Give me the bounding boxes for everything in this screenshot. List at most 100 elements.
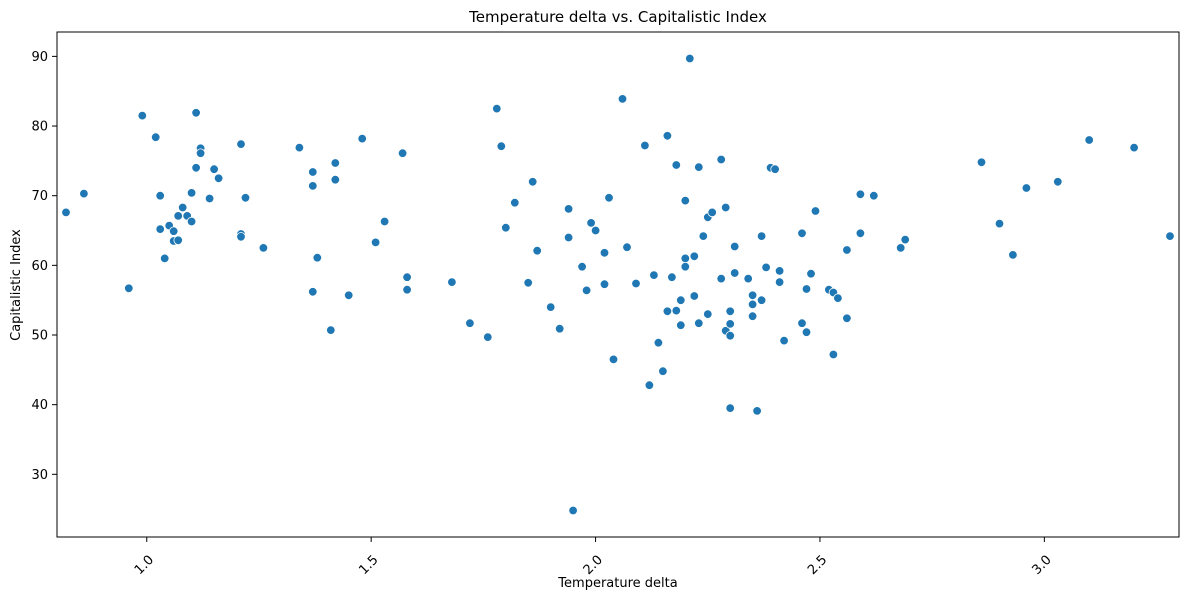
data-point bbox=[779, 335, 789, 346]
y-tick-label: 80 bbox=[31, 120, 48, 135]
data-point bbox=[555, 324, 565, 334]
data-point bbox=[698, 231, 709, 241]
y-tick-label: 40 bbox=[31, 398, 48, 413]
data-point bbox=[797, 228, 807, 239]
data-point bbox=[61, 207, 71, 218]
data-point bbox=[344, 290, 354, 301]
data-point bbox=[155, 190, 165, 201]
data-point bbox=[622, 242, 632, 252]
data-point bbox=[240, 193, 251, 203]
data-point bbox=[869, 190, 879, 201]
data-point bbox=[662, 306, 673, 317]
data-point bbox=[510, 197, 520, 208]
data-point bbox=[150, 132, 161, 142]
plot-area bbox=[56, 31, 1180, 538]
data-point bbox=[855, 228, 866, 239]
data-point bbox=[743, 273, 753, 284]
data-point bbox=[330, 174, 341, 185]
data-point bbox=[357, 133, 367, 144]
data-point bbox=[730, 268, 740, 278]
data-point bbox=[806, 269, 816, 279]
data-point bbox=[528, 177, 538, 187]
data-point bbox=[896, 243, 906, 253]
data-point bbox=[1008, 250, 1018, 260]
y-tick-label: 70 bbox=[31, 189, 48, 204]
data-point bbox=[590, 225, 601, 236]
data-point bbox=[640, 140, 650, 151]
data-point bbox=[326, 325, 336, 335]
data-point bbox=[725, 319, 735, 329]
data-point bbox=[747, 299, 758, 310]
y-tick-label: 60 bbox=[31, 259, 48, 274]
data-point bbox=[213, 173, 224, 184]
data-point bbox=[676, 320, 686, 330]
data-point bbox=[465, 318, 475, 328]
data-point bbox=[725, 306, 735, 317]
data-point bbox=[756, 295, 767, 305]
data-point bbox=[730, 241, 740, 252]
data-point bbox=[694, 318, 704, 328]
data-point bbox=[725, 403, 735, 413]
data-point bbox=[662, 131, 673, 141]
data-point bbox=[689, 291, 700, 301]
data-point bbox=[680, 195, 691, 206]
data-point bbox=[379, 216, 390, 227]
data-point bbox=[685, 53, 695, 64]
data-point bbox=[532, 245, 542, 256]
data-point bbox=[747, 311, 758, 321]
data-point bbox=[563, 232, 574, 243]
y-axis-ticks: 30 40 50 60 70 80 90 bbox=[31, 50, 57, 483]
data-point bbox=[801, 284, 812, 294]
data-point bbox=[703, 309, 713, 319]
y-tick-label: 30 bbox=[31, 468, 48, 483]
y-tick-label: 50 bbox=[31, 329, 48, 344]
data-point bbox=[707, 207, 717, 218]
data-point bbox=[191, 108, 201, 118]
data-point bbox=[631, 278, 641, 289]
data-point bbox=[725, 331, 735, 341]
data-point bbox=[842, 245, 852, 255]
data-point bbox=[976, 157, 987, 168]
data-point bbox=[370, 237, 381, 248]
data-point bbox=[186, 216, 197, 227]
data-point bbox=[523, 278, 533, 288]
data-point bbox=[568, 505, 578, 516]
data-point bbox=[236, 139, 246, 149]
data-point bbox=[680, 262, 691, 272]
data-point bbox=[716, 273, 726, 284]
data-point bbox=[177, 202, 188, 213]
data-point bbox=[137, 110, 148, 121]
data-point bbox=[994, 218, 1005, 229]
data-point bbox=[294, 142, 305, 153]
data-point bbox=[855, 189, 866, 200]
data-point bbox=[1053, 177, 1063, 187]
data-point bbox=[308, 167, 318, 177]
data-point bbox=[658, 366, 668, 376]
data-point bbox=[774, 266, 785, 276]
data-point bbox=[258, 243, 269, 253]
data-point bbox=[599, 279, 610, 289]
data-point bbox=[604, 193, 614, 203]
data-point bbox=[644, 380, 655, 390]
data-point bbox=[173, 235, 183, 246]
data-point bbox=[155, 224, 165, 234]
data-point bbox=[689, 251, 700, 261]
data-point bbox=[676, 295, 686, 305]
data-point bbox=[308, 181, 318, 191]
data-point bbox=[308, 287, 318, 297]
data-point bbox=[124, 283, 134, 294]
data-point bbox=[671, 160, 682, 170]
data-point bbox=[774, 277, 785, 287]
data-point bbox=[833, 293, 843, 303]
data-point bbox=[447, 277, 457, 287]
data-point bbox=[667, 272, 677, 282]
data-point bbox=[186, 188, 197, 198]
data-point bbox=[402, 272, 412, 282]
data-point bbox=[617, 94, 628, 104]
data-point bbox=[721, 202, 731, 213]
data-point bbox=[496, 141, 507, 151]
data-point bbox=[397, 148, 408, 158]
y-tick-label: 90 bbox=[31, 50, 48, 65]
data-point bbox=[168, 226, 179, 236]
